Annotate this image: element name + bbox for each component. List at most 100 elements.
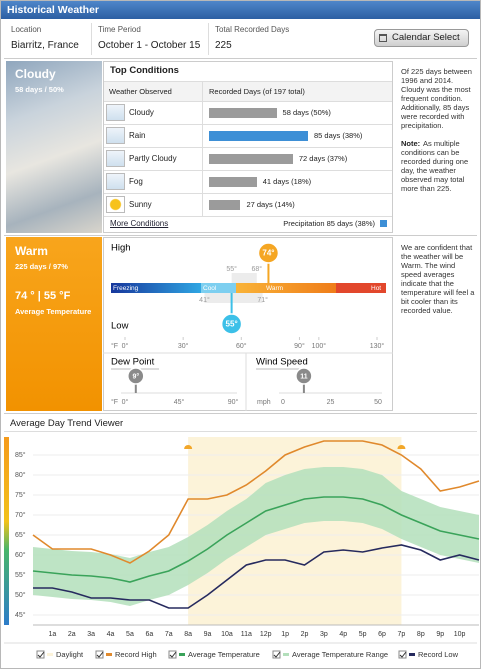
zone-label: Freezing bbox=[113, 285, 139, 292]
divider bbox=[91, 23, 92, 55]
condition-label: 72 days (37%) bbox=[298, 154, 348, 163]
condition-row bbox=[104, 193, 392, 194]
x-tick-label: 6a bbox=[145, 631, 153, 638]
tick-label: 0° bbox=[122, 398, 129, 406]
high-value: 74° bbox=[262, 249, 274, 258]
condition-icon bbox=[106, 173, 125, 190]
conditions-title: Top Conditions bbox=[110, 65, 179, 76]
x-tick-label: 7p bbox=[398, 631, 406, 638]
trend-title: Average Day Trend Viewer bbox=[10, 418, 124, 429]
condition-icon bbox=[106, 104, 125, 121]
tick-label: 90° bbox=[294, 342, 305, 350]
legend-check bbox=[169, 651, 177, 658]
zone-label: Warm bbox=[266, 285, 283, 292]
legend-check bbox=[37, 651, 45, 658]
trend-header bbox=[4, 414, 477, 432]
low-marker bbox=[220, 313, 243, 335]
temperature-range bbox=[33, 467, 479, 606]
y-tick-label: 45° bbox=[15, 611, 26, 619]
section-border bbox=[4, 235, 477, 236]
legend-checkbox[interactable] bbox=[95, 650, 104, 659]
condition-icon bbox=[106, 196, 125, 213]
divider bbox=[208, 23, 209, 55]
condition-icon bbox=[106, 150, 125, 167]
average-temperature: 74 ° | 55 °F bbox=[15, 290, 71, 302]
tick-label: 130° bbox=[370, 342, 385, 350]
x-tick-label: 12p bbox=[260, 631, 272, 638]
section-border bbox=[4, 413, 477, 414]
x-tick-label: 10p bbox=[454, 631, 466, 638]
gauge-title: Wind Speed bbox=[256, 357, 308, 368]
condition-label: 85 days (38%) bbox=[314, 131, 363, 140]
tick-label: 100° bbox=[312, 342, 327, 350]
zone-hot bbox=[336, 283, 386, 293]
unit: mph bbox=[257, 399, 271, 406]
x-tick-label: 6p bbox=[378, 631, 386, 638]
table-footer bbox=[104, 216, 392, 232]
condition-bar bbox=[209, 177, 257, 187]
x-tick-label: 2p bbox=[301, 631, 309, 638]
condition-bar bbox=[209, 200, 241, 210]
conditions-box bbox=[103, 61, 393, 233]
x-tick-label: 2a bbox=[68, 631, 76, 638]
zone-freezing bbox=[111, 283, 201, 293]
average-label: Average Temperature bbox=[15, 307, 92, 316]
more-conditions[interactable]: More Conditions bbox=[110, 219, 169, 228]
y-tick-label: 55° bbox=[15, 571, 26, 579]
condition-name: Rain bbox=[129, 131, 146, 140]
unit: °F bbox=[111, 342, 118, 350]
high-range-label: 68° bbox=[252, 265, 263, 273]
warm-summary: 225 days / 97% bbox=[15, 262, 68, 271]
note-head: Note: bbox=[401, 139, 421, 148]
low-label: Low bbox=[111, 321, 129, 332]
location: Biarritz, France bbox=[11, 40, 79, 51]
x-tick-label: 9p bbox=[436, 631, 444, 638]
unit: °F bbox=[111, 398, 118, 406]
gauge-value: 11 bbox=[300, 373, 308, 380]
cloudy-image bbox=[6, 61, 102, 233]
location-label: Location bbox=[11, 25, 42, 34]
low-range-label: 41° bbox=[199, 296, 210, 304]
period: October 1 - October 15 bbox=[98, 40, 201, 51]
low-value: 55° bbox=[226, 320, 238, 329]
conditions-note: Of 225 days between 1996 and 2014. Cloud… bbox=[401, 67, 472, 130]
x-tick-label: 5p bbox=[359, 631, 367, 638]
legend-check bbox=[273, 651, 281, 658]
tick-label: 30° bbox=[178, 342, 189, 350]
x-tick-label: 7a bbox=[165, 631, 173, 638]
high-marker bbox=[257, 242, 280, 264]
series-line bbox=[33, 544, 480, 609]
legend-checkbox[interactable] bbox=[168, 650, 177, 659]
y-tick-label: 85° bbox=[15, 451, 26, 459]
y-tick-label: 70° bbox=[15, 511, 26, 519]
tick-label: 0 bbox=[281, 399, 285, 406]
total-label: Total Recorded Days bbox=[215, 25, 290, 34]
calendar-button[interactable] bbox=[374, 29, 469, 47]
legend-checkbox[interactable] bbox=[398, 650, 407, 659]
total-days: 225 bbox=[215, 40, 232, 51]
legend-checkbox[interactable] bbox=[36, 650, 45, 659]
gauge-value: 9° bbox=[132, 372, 139, 380]
column-divider bbox=[202, 81, 203, 216]
color-strip bbox=[4, 437, 9, 625]
calendar-icon bbox=[379, 34, 387, 42]
temperature-gauges: High Low Freezing Cool Warm Hot 55° 41° 68° 71° 74… bbox=[103, 242, 393, 411]
cloudy-title: Cloudy bbox=[15, 67, 56, 81]
legend-checkbox[interactable] bbox=[272, 650, 281, 659]
series-line bbox=[32, 440, 480, 564]
legend-label: Record Low bbox=[418, 650, 459, 659]
zone-cool bbox=[201, 283, 236, 293]
header-title: Historical Weather bbox=[7, 4, 100, 16]
legend-swatch bbox=[283, 653, 289, 656]
header-bar bbox=[1, 1, 480, 19]
high-range bbox=[231, 273, 257, 283]
y-tick-label: 65° bbox=[15, 531, 26, 539]
y-tick-label: 50° bbox=[15, 591, 26, 599]
legend-check bbox=[399, 651, 407, 658]
condition-label: 27 days (14%) bbox=[246, 200, 295, 209]
x-tick-label: 3a bbox=[87, 631, 95, 638]
precipitation: Precipitation 85 days (38%) bbox=[283, 219, 375, 228]
x-tick-label: 1p bbox=[281, 631, 289, 638]
legend-swatch bbox=[409, 653, 415, 656]
